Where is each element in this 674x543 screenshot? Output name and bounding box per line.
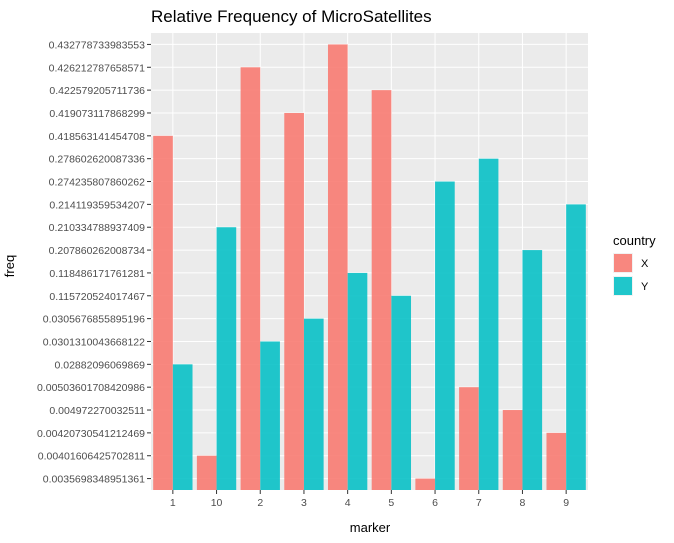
bar-y-1 <box>172 364 193 490</box>
bar-y-9 <box>566 204 586 490</box>
y-tick-label: 0.115720524017467 <box>49 291 145 303</box>
x-tick-label: 10 <box>211 497 223 509</box>
x-tick-label: 9 <box>563 497 569 509</box>
y-tick-label: 0.422579205711736 <box>49 85 145 97</box>
y-tick-label: 0.0035698348951361 <box>43 474 145 486</box>
y-axis-title: freq <box>2 255 17 277</box>
x-axis-ticks: 1 10 2 3 4 5 6 7 8 9 <box>170 490 569 509</box>
legend-label: X <box>641 258 649 270</box>
y-tick-label: 0.426212787658571 <box>49 62 146 74</box>
bar-x-4 <box>327 44 348 491</box>
bars <box>153 44 586 491</box>
x-tick-label: 6 <box>432 497 438 509</box>
legend-key-x <box>614 254 632 272</box>
y-tick-label: 0.432778733983553 <box>49 39 146 51</box>
y-tick-label: 0.00401606425702811 <box>38 451 145 463</box>
bar-y-5 <box>391 295 412 490</box>
y-tick-label: 0.0305676855895196 <box>43 314 145 326</box>
y-tick-label: 0.419073117868299 <box>49 108 145 120</box>
y-tick-label: 0.207860262008734 <box>49 245 146 257</box>
bar-y-3 <box>303 318 324 490</box>
legend: country XY <box>613 233 656 296</box>
bar-x-10 <box>196 455 217 490</box>
bar-x-2 <box>240 67 261 491</box>
y-tick-label: 0.004972270032511 <box>49 405 145 417</box>
x-tick-label: 4 <box>345 497 351 509</box>
bar-y-7 <box>478 158 499 491</box>
bar-x-1 <box>153 135 173 490</box>
y-tick-label: 0.0301310043668122 <box>43 336 145 348</box>
y-tick-label: 0.274235807860262 <box>49 177 146 189</box>
bar-y-4 <box>347 272 368 490</box>
y-tick-label: 0.214119359534207 <box>49 199 145 211</box>
x-tick-label: 2 <box>257 497 263 509</box>
chart-title: Relative Frequency of MicroSatellites <box>151 7 432 26</box>
y-tick-label: 0.210334788937409 <box>49 222 146 234</box>
bar-x-5 <box>371 90 392 490</box>
bar-y-10 <box>216 227 237 490</box>
bar-x-9 <box>546 432 567 490</box>
bar-y-2 <box>260 341 280 490</box>
bar-x-6 <box>415 478 436 490</box>
x-tick-label: 5 <box>388 497 394 509</box>
x-tick-label: 7 <box>476 497 482 509</box>
legend-key-y <box>614 277 632 295</box>
bar-x-7 <box>459 387 479 490</box>
x-tick-label: 1 <box>170 497 176 509</box>
bar-x-8 <box>502 410 523 490</box>
legend-label: Y <box>641 281 649 293</box>
x-tick-label: 8 <box>520 497 526 509</box>
y-tick-label: 0.278602620087336 <box>49 154 146 166</box>
bar-y-6 <box>435 181 455 490</box>
y-tick-label: 0.02882096069869 <box>54 359 145 371</box>
y-tick-label: 0.00503601708420986 <box>37 382 145 394</box>
bar-x-3 <box>284 112 304 490</box>
y-tick-label: 0.118486171761281 <box>49 268 145 280</box>
y-tick-label: 0.00420730541212469 <box>37 428 145 440</box>
legend-title: country <box>613 233 656 248</box>
x-tick-label: 3 <box>301 497 307 509</box>
y-axis-ticks: 0.0035698348951361 0.00401606425702811 0.0… <box>37 39 151 486</box>
bar-y-8 <box>522 250 543 490</box>
x-axis-title: marker <box>350 520 391 535</box>
y-tick-label: 0.418563141454708 <box>49 131 146 143</box>
